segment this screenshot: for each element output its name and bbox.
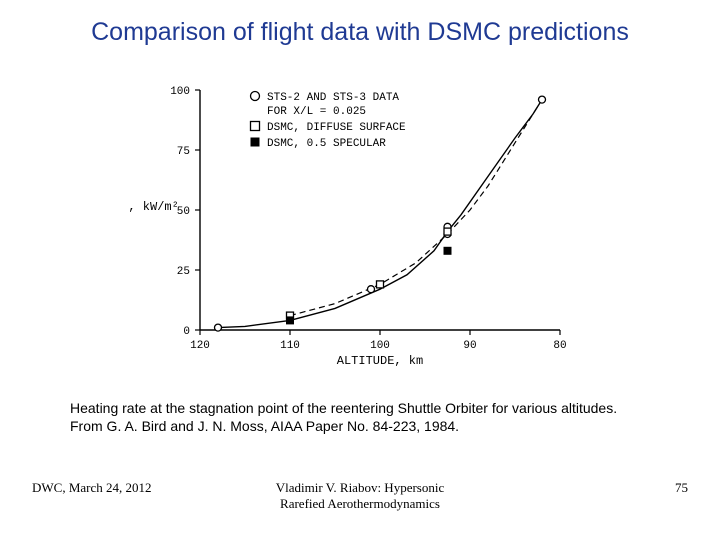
svg-text:100: 100 xyxy=(170,86,190,98)
footer-page-number: 75 xyxy=(675,480,688,496)
svg-text:DSMC, DIFFUSE SURFACE: DSMC, DIFFUSE SURFACE xyxy=(267,122,406,134)
svg-text:90: 90 xyxy=(463,340,476,352)
footer-author: Vladimir V. Riabov: Hypersonic Rarefied … xyxy=(0,480,720,512)
heating-rate-chart: 02550751001201101009080ALTITUDE, kmq, kW… xyxy=(130,70,590,380)
footer-author-line1: Vladimir V. Riabov: Hypersonic xyxy=(276,480,445,495)
svg-text:100: 100 xyxy=(370,340,390,352)
chart-container: 02550751001201101009080ALTITUDE, kmq, kW… xyxy=(130,70,590,380)
svg-text:110: 110 xyxy=(280,340,300,352)
svg-text:ALTITUDE, km: ALTITUDE, km xyxy=(337,354,423,368)
slide-title: Comparison of flight data with DSMC pred… xyxy=(0,18,720,47)
svg-text:120: 120 xyxy=(190,340,210,352)
svg-text:0: 0 xyxy=(183,326,190,338)
svg-text:FOR X/L = 0.025: FOR X/L = 0.025 xyxy=(267,106,366,118)
svg-text:DSMC, 0.5 SPECULAR: DSMC, 0.5 SPECULAR xyxy=(267,138,386,150)
svg-text:75: 75 xyxy=(177,146,190,158)
footer-author-line2: Rarefied Aerothermodynamics xyxy=(280,496,440,511)
svg-text:25: 25 xyxy=(177,266,190,278)
figure-caption: Heating rate at the stagnation point of … xyxy=(70,400,650,435)
svg-text:80: 80 xyxy=(553,340,566,352)
svg-text:q, kW/m²: q, kW/m² xyxy=(130,200,179,214)
svg-text:STS-2 AND STS-3 DATA: STS-2 AND STS-3 DATA xyxy=(267,92,399,104)
